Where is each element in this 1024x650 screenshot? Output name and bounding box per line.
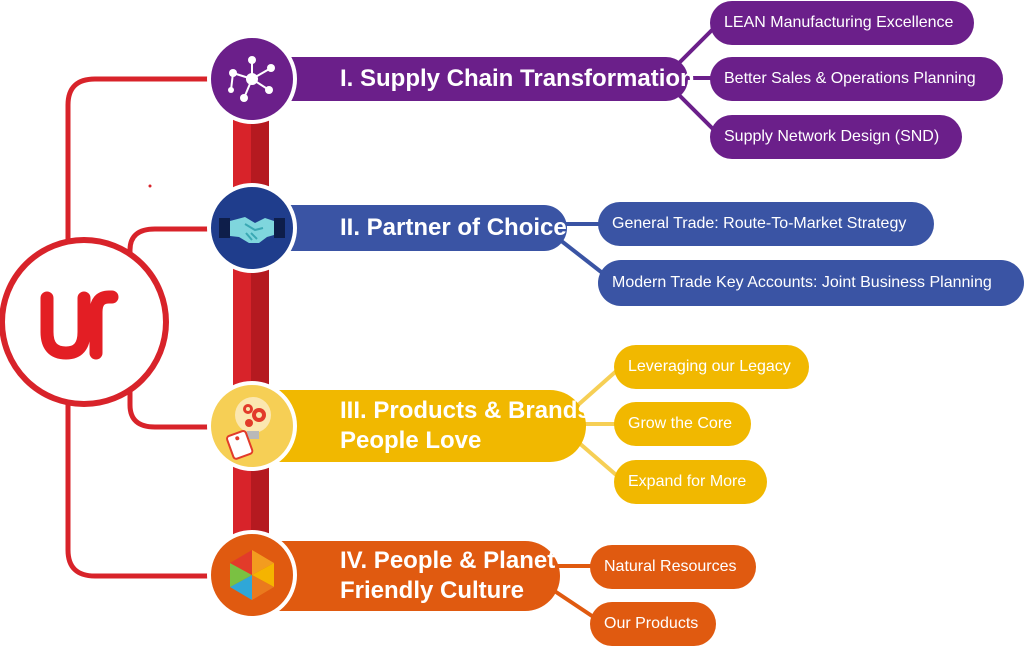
logo-connector-top [65,76,215,265]
pillar-people-title-line2: Friendly Culture [340,577,525,604]
handshake-icon [207,183,297,273]
pillar-products-brands: III. Products & Brands People Love [240,390,591,462]
item-expand-for-more: Expand for More [614,460,767,504]
item-supply-network-design: Supply Network Design (SND) [710,115,962,159]
logo-connector-partner [127,226,215,258]
red-dot [148,184,152,188]
pillar-people-title-line1: IV. People & Planet [340,547,556,574]
item-general-trade-rtm: General Trade: Route-To-Market Strategy [598,202,934,246]
trunk-stripe [251,100,269,545]
network-icon [207,34,297,124]
logo-connector-products [127,385,215,430]
pillar-supply-chain: I. Supply Chain Transformation [240,57,695,101]
lightbulb-gears-icon [207,381,297,471]
pillar-supply-chain-title: I. Supply Chain Transformation [340,65,695,92]
pillar-partner-title: II. Partner of Choice [340,214,567,241]
item-grow-the-core: Grow the Core [614,402,751,446]
colorful-hexagon-icon [207,530,297,620]
logo-connector-bottom [65,380,215,579]
ur-logo [40,290,119,360]
item-sales-operations-planning: Better Sales & Operations Planning [710,57,1003,101]
item-natural-resources: Natural Resources [590,545,756,589]
item-our-products: Our Products [590,602,716,646]
pillar-products-title-line2: People Love [340,427,482,454]
item-modern-trade-jbp: Modern Trade Key Accounts: Joint Busines… [598,260,1024,306]
item-leveraging-legacy: Leveraging our Legacy [614,345,809,389]
pillar-products-title-line1: III. Products & Brands [340,397,591,424]
item-lean-manufacturing: LEAN Manufacturing Excellence [710,1,974,45]
